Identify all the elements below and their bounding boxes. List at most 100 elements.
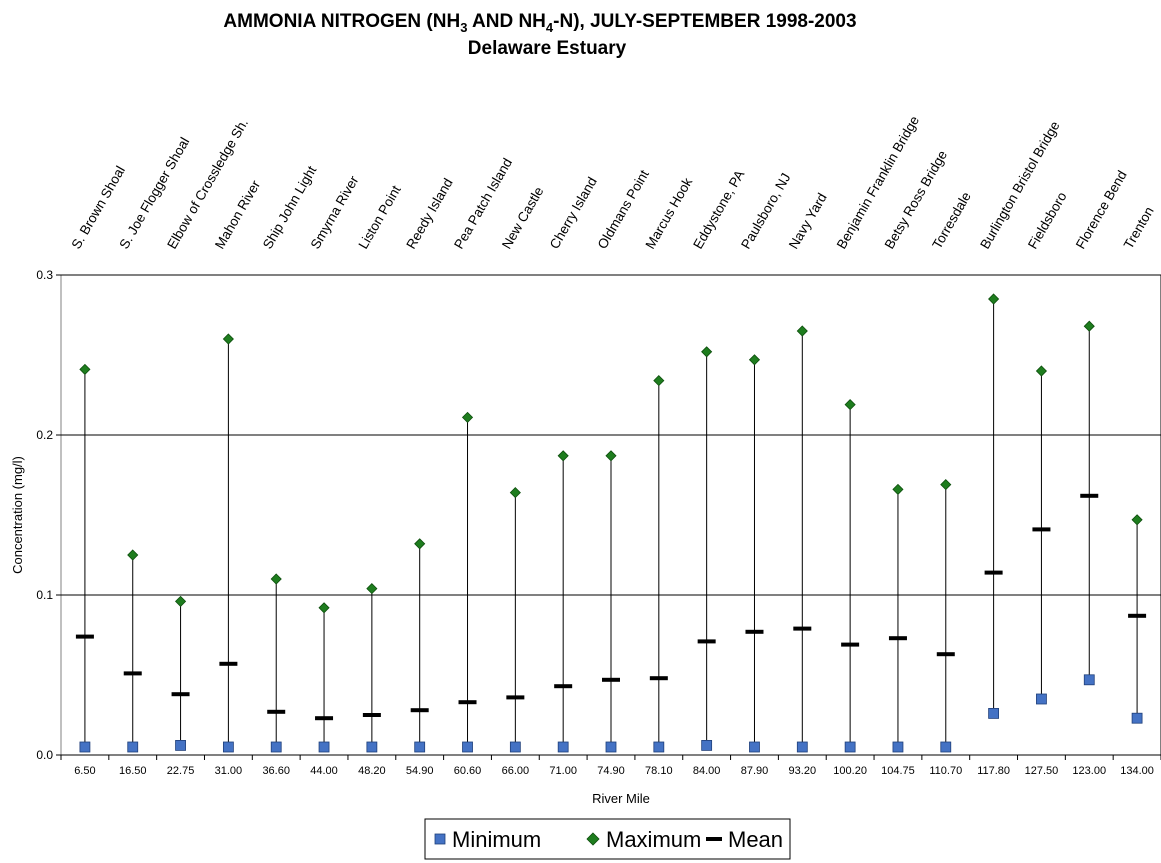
x-tick-label: 36.60 bbox=[262, 765, 290, 777]
station-label: Reedy Island bbox=[403, 176, 455, 252]
mean-marker bbox=[602, 677, 620, 682]
chart-title: AMMONIA NITROGEN (NH3 AND NH4-N), JULY-S… bbox=[223, 11, 856, 35]
x-tick-label: 6.50 bbox=[74, 765, 95, 777]
mean-marker bbox=[458, 700, 477, 705]
maximum-point bbox=[748, 354, 761, 366]
mean-marker bbox=[1032, 527, 1051, 532]
x-tick-label: 117.80 bbox=[977, 765, 1010, 777]
maximum-point bbox=[270, 573, 282, 585]
maximum-point bbox=[1083, 320, 1095, 332]
station-label: Burlington Bristol Bridge bbox=[977, 119, 1062, 252]
maximum-point bbox=[509, 487, 521, 499]
mean-marker bbox=[171, 692, 190, 697]
mean-marker bbox=[888, 636, 907, 641]
station-label: New Castle bbox=[499, 184, 547, 251]
mean-marker bbox=[362, 713, 381, 717]
x-tick-label: 48.20 bbox=[358, 765, 386, 777]
maximum-point bbox=[940, 479, 952, 491]
mean-marker bbox=[745, 629, 764, 634]
station-label: Benjamin Franklin Bridge bbox=[834, 113, 922, 251]
mean-marker bbox=[936, 652, 955, 657]
x-tick-label: 110.70 bbox=[929, 765, 962, 777]
minimum-point bbox=[988, 708, 1000, 719]
x-tick-label: 134.00 bbox=[1120, 765, 1154, 777]
x-tick-label: 100.20 bbox=[833, 765, 867, 777]
x-tick-label: 54.90 bbox=[406, 765, 434, 777]
maximum-point bbox=[127, 549, 139, 561]
x-tick-label: 123.00 bbox=[1072, 765, 1106, 777]
x-tick-label: 74.90 bbox=[597, 765, 625, 777]
maximum-point bbox=[174, 595, 187, 607]
x-tick-label: 60.60 bbox=[454, 765, 482, 777]
maximum-point bbox=[1131, 514, 1143, 526]
minimum-point bbox=[1131, 712, 1143, 724]
minimum-point bbox=[414, 741, 426, 753]
station-label: Florence Bend bbox=[1073, 168, 1130, 252]
maximum-point bbox=[222, 333, 234, 345]
maximum-point bbox=[701, 346, 713, 358]
legend-box bbox=[424, 818, 791, 860]
minimum-point bbox=[557, 741, 569, 753]
x-tick-label: 84.00 bbox=[693, 765, 721, 777]
x-tick-label: 93.20 bbox=[789, 765, 817, 777]
minimum-point bbox=[1083, 674, 1095, 686]
minimum-point bbox=[940, 741, 952, 753]
y-tick-label: 0.0 bbox=[36, 748, 53, 762]
maximum-point bbox=[318, 602, 330, 614]
maximum-point bbox=[796, 325, 808, 337]
x-tick-label: 44.00 bbox=[310, 765, 338, 777]
x-tick-label: 87.90 bbox=[741, 765, 769, 777]
maximum-point bbox=[605, 450, 617, 462]
maximum-point bbox=[892, 483, 904, 495]
x-tick-label: 22.75 bbox=[167, 765, 195, 777]
mean-marker bbox=[123, 671, 142, 676]
mean-marker bbox=[75, 634, 94, 639]
maximum-point bbox=[653, 375, 665, 387]
minimum-point bbox=[366, 741, 378, 753]
y-axis-label: Concentration (mg/l) bbox=[10, 456, 25, 574]
station-label: Oldmans Point bbox=[595, 167, 652, 251]
mean-marker bbox=[1128, 613, 1147, 618]
minimum-point bbox=[462, 741, 473, 753]
station-label: Trenton bbox=[1121, 204, 1157, 251]
legend-minimum-label: Minimum bbox=[452, 827, 541, 852]
minimum-point bbox=[844, 741, 856, 753]
legend: Minimum Maximum Mean bbox=[424, 818, 791, 860]
minimum-point bbox=[701, 740, 713, 751]
minimum-point bbox=[175, 740, 186, 751]
maximum-point bbox=[1035, 365, 1048, 377]
y-tick-label: 0.2 bbox=[36, 428, 53, 442]
mean-marker bbox=[410, 708, 429, 713]
minimum-point bbox=[318, 741, 330, 753]
mean-marker bbox=[506, 695, 525, 700]
maximum-point bbox=[366, 583, 378, 595]
mean-marker bbox=[315, 716, 334, 721]
x-tick-label: 104.75 bbox=[881, 765, 915, 777]
minimum-point bbox=[509, 741, 521, 753]
station-label: Eddystone, PA bbox=[690, 168, 747, 252]
station-label: Liston Point bbox=[355, 183, 403, 252]
station-label: Fieldsboro bbox=[1025, 189, 1070, 251]
mean-marker bbox=[1080, 493, 1099, 498]
station-label: Smyrna River bbox=[308, 173, 362, 252]
mean-marker bbox=[649, 676, 668, 681]
minimum-point bbox=[749, 741, 760, 753]
minimum-point bbox=[270, 741, 282, 753]
chart-subtitle: Delaware Estuary bbox=[468, 38, 627, 59]
maximum-point bbox=[79, 363, 91, 375]
y-tick-label: 0.3 bbox=[36, 268, 53, 282]
legend-maximum-label: Maximum bbox=[606, 827, 701, 852]
minimum-point bbox=[892, 741, 904, 753]
legend-mean-marker bbox=[706, 837, 722, 841]
mean-marker bbox=[984, 570, 1003, 575]
mean-marker bbox=[219, 661, 238, 666]
minimum-point bbox=[796, 741, 808, 753]
legend-maximum-marker bbox=[586, 832, 600, 846]
plot-area: 0.0 0.1 0.2 0.3 6.50 16.50 22.75 31.00 36.60 44.0… bbox=[36, 113, 1161, 777]
maximum-point bbox=[988, 293, 1000, 305]
x-tick-label: 71.00 bbox=[549, 765, 577, 777]
mean-marker bbox=[793, 626, 812, 631]
minimum-point bbox=[79, 741, 91, 753]
station-label: Elbow of Crossledge Sh. bbox=[164, 116, 251, 252]
